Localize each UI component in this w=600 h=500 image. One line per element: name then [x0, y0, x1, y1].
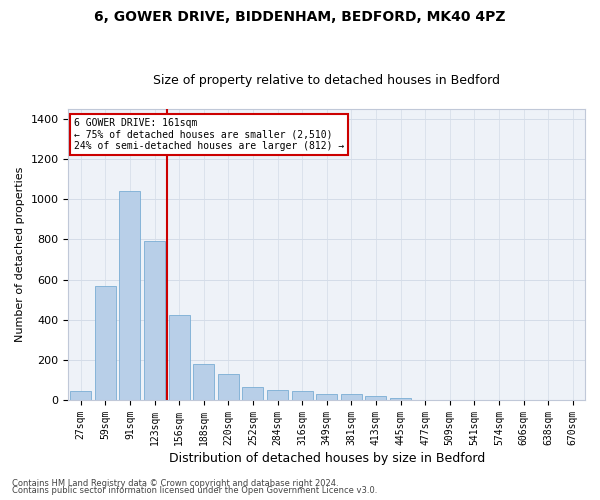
Bar	[95, 286, 116, 400]
Bar	[267, 390, 288, 400]
Title: Size of property relative to detached houses in Bedford: Size of property relative to detached ho…	[153, 74, 500, 87]
Bar	[316, 394, 337, 400]
Bar	[242, 387, 263, 400]
Text: 6, GOWER DRIVE, BIDDENHAM, BEDFORD, MK40 4PZ: 6, GOWER DRIVE, BIDDENHAM, BEDFORD, MK40…	[94, 10, 506, 24]
Bar	[193, 364, 214, 400]
Bar	[390, 398, 411, 400]
X-axis label: Distribution of detached houses by size in Bedford: Distribution of detached houses by size …	[169, 452, 485, 465]
Bar	[144, 242, 165, 400]
Bar	[341, 394, 362, 400]
Bar	[218, 374, 239, 400]
Bar	[169, 315, 190, 400]
Text: Contains HM Land Registry data © Crown copyright and database right 2024.: Contains HM Land Registry data © Crown c…	[12, 478, 338, 488]
Bar	[119, 192, 140, 400]
Text: Contains public sector information licensed under the Open Government Licence v3: Contains public sector information licen…	[12, 486, 377, 495]
Text: 6 GOWER DRIVE: 161sqm
← 75% of detached houses are smaller (2,510)
24% of semi-d: 6 GOWER DRIVE: 161sqm ← 75% of detached …	[74, 118, 344, 151]
Bar	[70, 391, 91, 400]
Bar	[365, 396, 386, 400]
Y-axis label: Number of detached properties: Number of detached properties	[15, 167, 25, 342]
Bar	[292, 391, 313, 400]
